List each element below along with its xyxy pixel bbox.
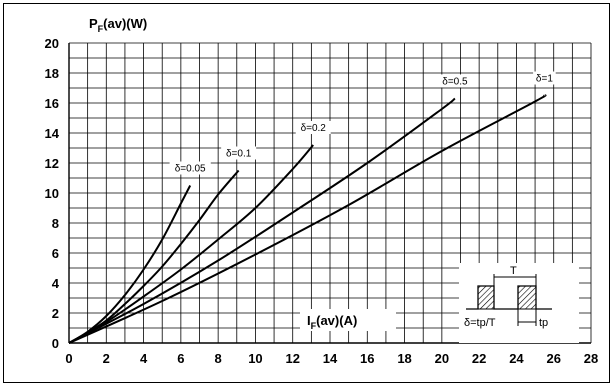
y-tick-label: 20 [45, 36, 59, 51]
series-label-bg [533, 71, 556, 85]
series-line-2 [68, 144, 314, 344]
series-label-0: δ=0.05 [175, 164, 206, 175]
y-tick-label: 14 [45, 126, 60, 141]
y-tick-label: 10 [45, 186, 59, 201]
series-line-4 [68, 94, 547, 344]
y-tick-label: 16 [45, 96, 59, 111]
series-label-bg [221, 146, 257, 160]
x-tick-label: 26 [546, 351, 560, 366]
series-line-0 [68, 185, 192, 344]
chart: 0 2 4 6 8 10 12 14 16 18 20 22 24 26 28024681012141618… [45, 16, 599, 366]
x-tick-label: 20 [435, 351, 449, 366]
x-tick-label: 4 [140, 351, 148, 366]
y-axis-label: PF(av)(W) [89, 16, 147, 34]
series-label-bg [169, 161, 211, 175]
y-tick-label: 4 [52, 276, 60, 291]
x-tick-label: 28 [584, 351, 598, 366]
pulse-1 [477, 285, 495, 310]
series-label-2: δ=0.2 [301, 123, 327, 134]
y-tick-label: 2 [52, 306, 59, 321]
series-label-bg [295, 121, 331, 134]
y-tick-label: 8 [52, 216, 59, 231]
period-label: T [510, 265, 517, 277]
x-axis-label: IF(av)(A) [307, 313, 357, 331]
x-tick-label: 2 [103, 351, 110, 366]
x-tick-label: 16 [360, 351, 374, 366]
pulse-inset: T δ=tp/T tp [459, 263, 579, 343]
series-line-1 [68, 169, 240, 344]
tp-label: tp [539, 317, 548, 329]
x-tick-label: 24 [509, 351, 524, 366]
series-label-1: δ=0.1 [226, 149, 252, 160]
tick-labels: 0 2 4 6 8 10 12 14 16 18 20 22 24 26 28024681012141618… [45, 36, 599, 366]
x-tick-label: 0 [65, 351, 72, 366]
series-line-3 [68, 97, 456, 344]
y-tick-label: 6 [52, 246, 59, 261]
x-tick-label: 14 [323, 351, 338, 366]
x-axis-label-bg [300, 309, 396, 331]
y-tick-label: 0 [52, 336, 59, 351]
y-tick-label: 18 [45, 66, 59, 81]
x-tick-label: 10 [248, 351, 262, 366]
curves [68, 94, 547, 344]
curve-labels: δ=0.05 δ=0.1 δ=0.2 δ=0.5 δ=1 [169, 71, 556, 175]
x-tick-label: 22 [472, 351, 486, 366]
chart-frame: 0 2 4 6 8 10 12 14 16 18 20 22 24 26 28 0 2 4 6 8 10 12 14 16 18… [3, 3, 610, 383]
series-label-3: δ=0.5 [442, 77, 468, 88]
duty-label: δ=tp/T [464, 317, 496, 329]
y-tick-label: 12 [45, 156, 59, 171]
x-tick-label: 8 [215, 351, 222, 366]
series-label-4: δ=1 [536, 74, 553, 85]
x-tick-label: 12 [285, 351, 299, 366]
x-tick-label: 18 [397, 351, 411, 366]
x-tick-label: 6 [177, 351, 184, 366]
pulse-2 [517, 285, 537, 310]
series-label-bg [437, 74, 473, 88]
